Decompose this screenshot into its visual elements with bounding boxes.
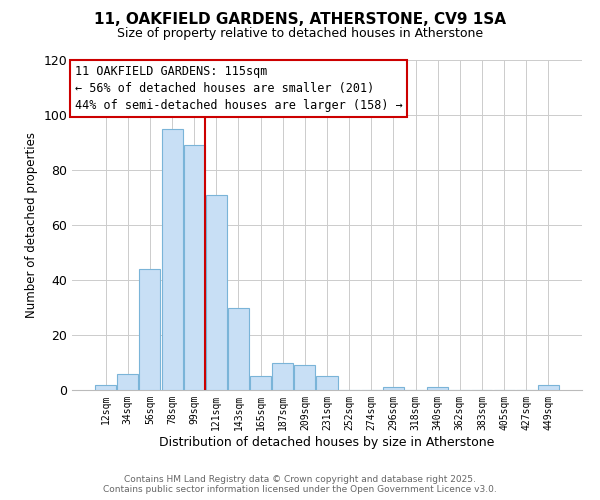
- Bar: [272, 362, 293, 390]
- Bar: [118, 374, 139, 390]
- Bar: [427, 387, 448, 390]
- Bar: [139, 269, 160, 390]
- Text: Contains HM Land Registry data © Crown copyright and database right 2025.
Contai: Contains HM Land Registry data © Crown c…: [103, 474, 497, 494]
- Bar: [184, 145, 205, 390]
- Bar: [538, 384, 559, 390]
- Bar: [95, 384, 116, 390]
- Bar: [228, 308, 249, 390]
- Text: 11 OAKFIELD GARDENS: 115sqm
← 56% of detached houses are smaller (201)
44% of se: 11 OAKFIELD GARDENS: 115sqm ← 56% of det…: [74, 65, 403, 112]
- Bar: [295, 365, 316, 390]
- Y-axis label: Number of detached properties: Number of detached properties: [25, 132, 38, 318]
- Bar: [383, 387, 404, 390]
- X-axis label: Distribution of detached houses by size in Atherstone: Distribution of detached houses by size …: [160, 436, 494, 448]
- Bar: [161, 128, 182, 390]
- Bar: [316, 376, 338, 390]
- Text: 11, OAKFIELD GARDENS, ATHERSTONE, CV9 1SA: 11, OAKFIELD GARDENS, ATHERSTONE, CV9 1S…: [94, 12, 506, 28]
- Bar: [206, 194, 227, 390]
- Bar: [250, 376, 271, 390]
- Text: Size of property relative to detached houses in Atherstone: Size of property relative to detached ho…: [117, 28, 483, 40]
